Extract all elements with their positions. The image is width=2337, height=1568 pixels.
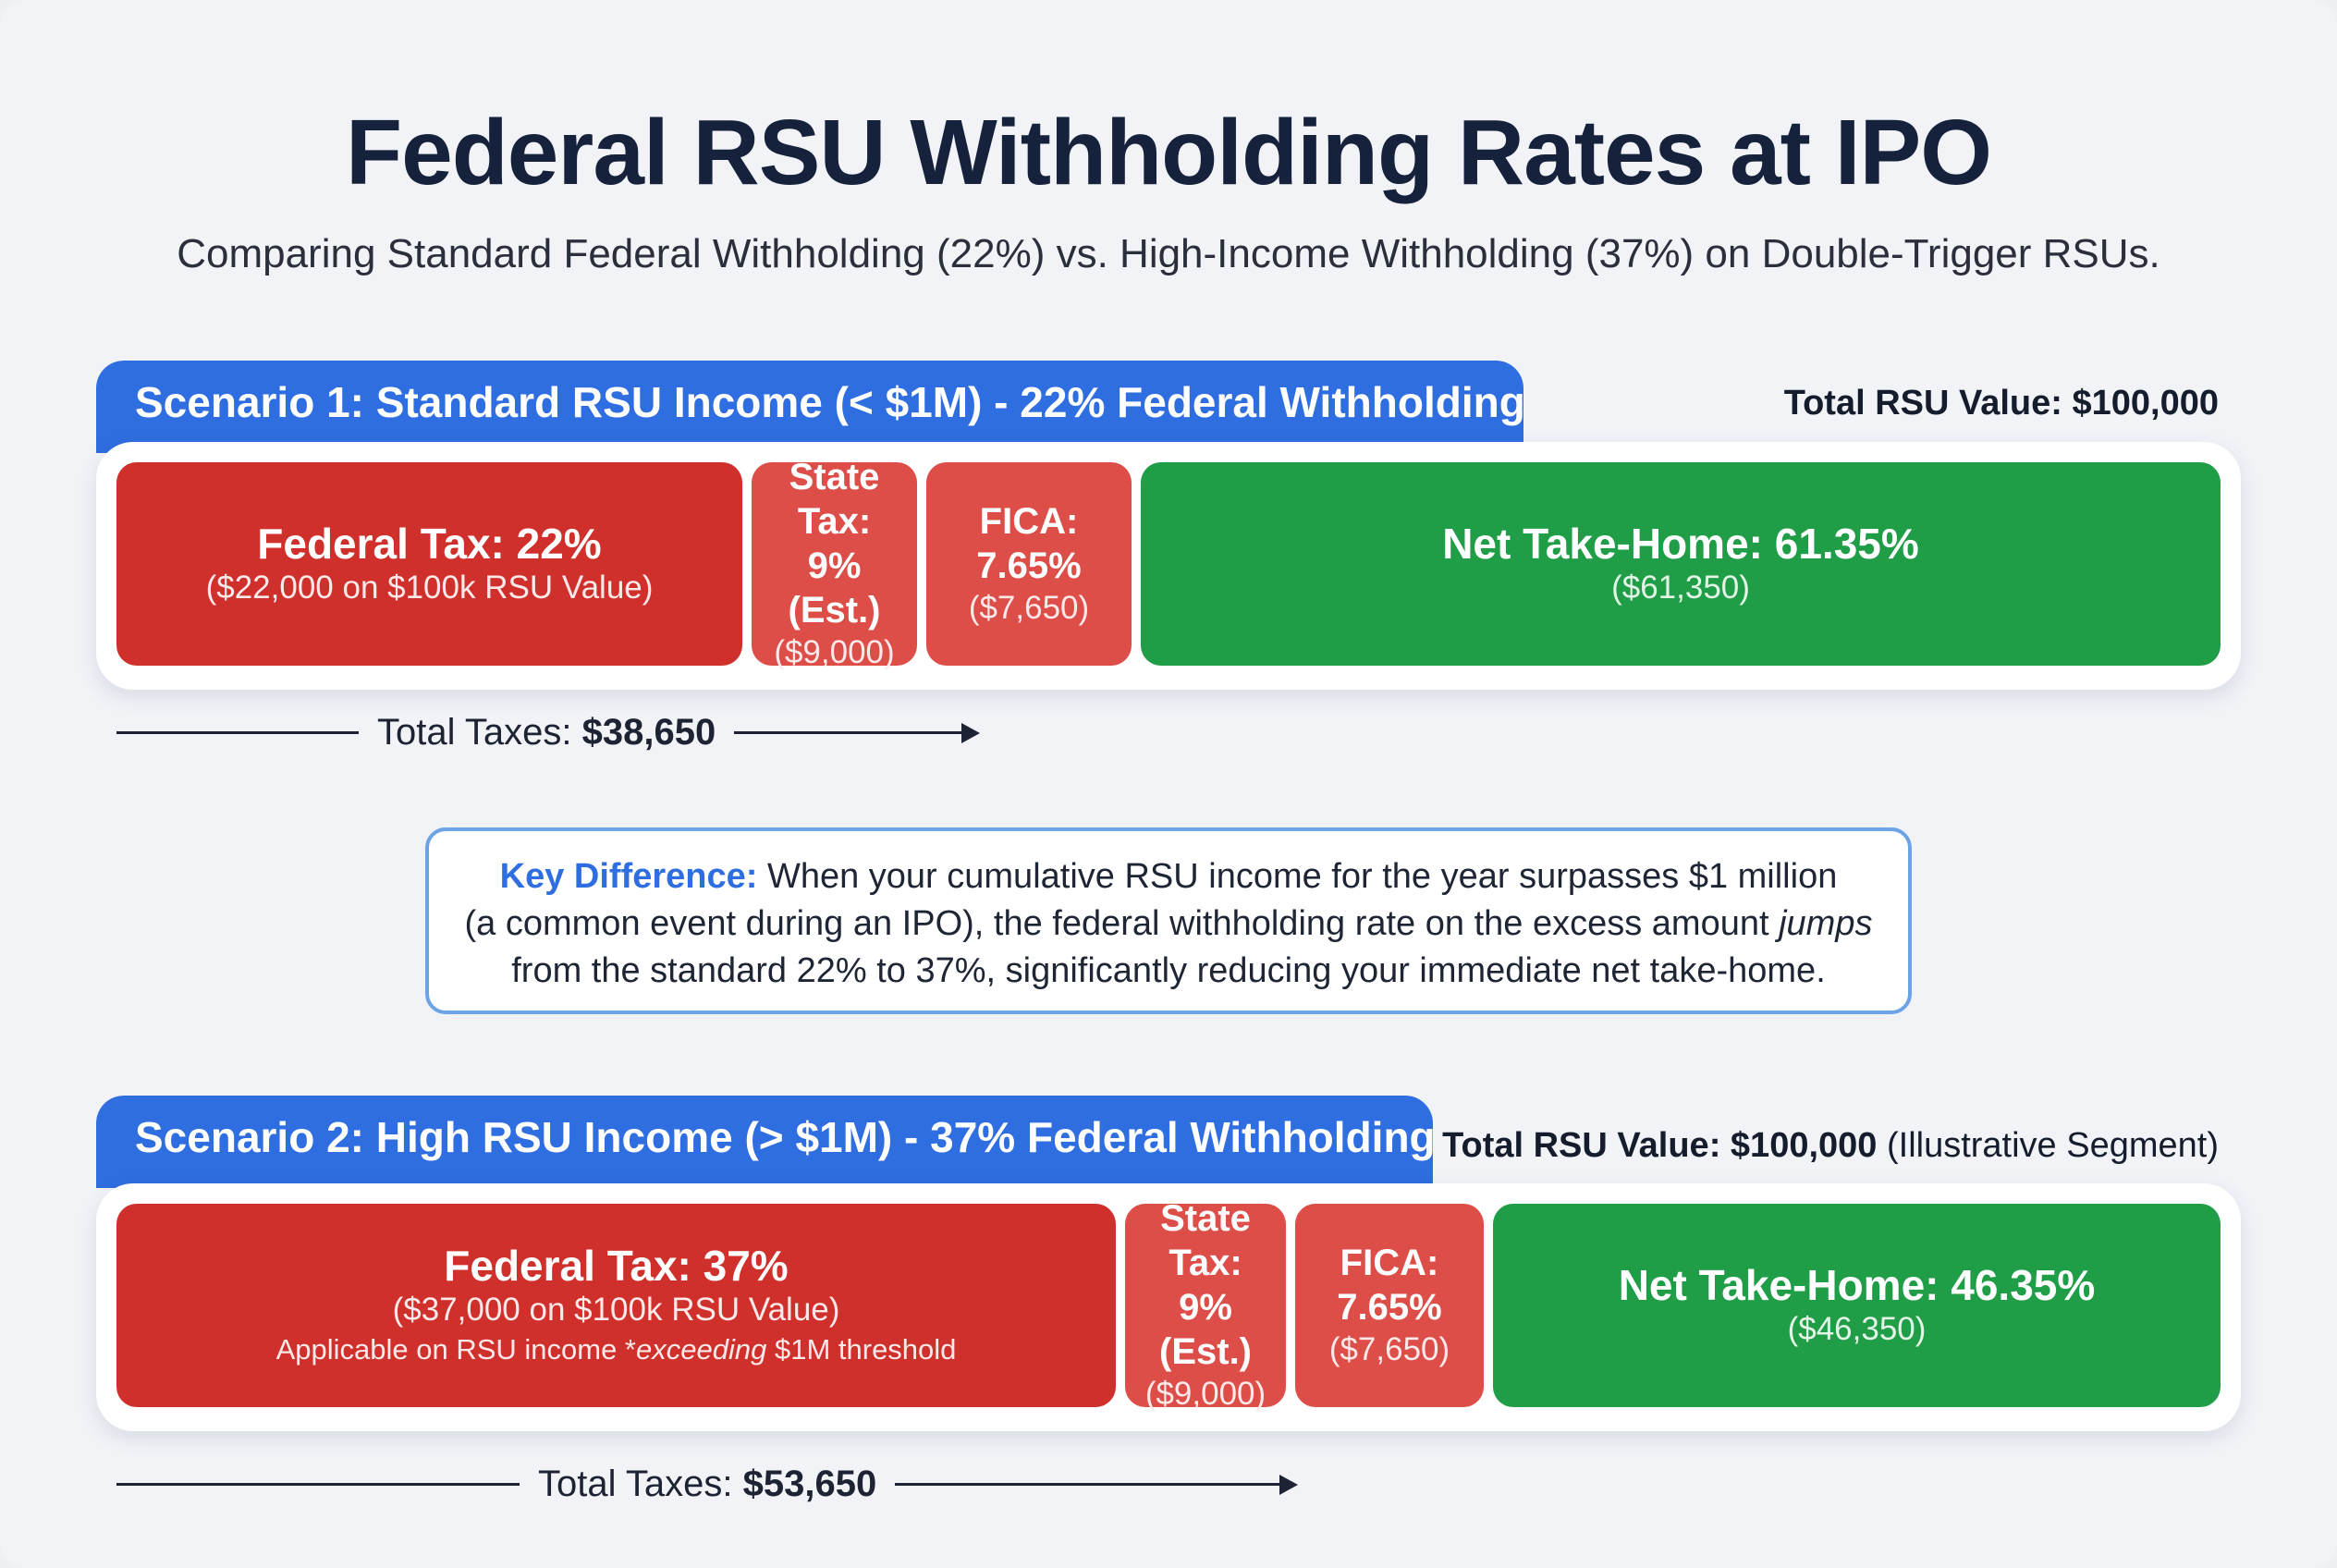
key-difference-line-2: (a common event during an IPO), the fede… <box>429 900 1908 948</box>
total-taxes-value: $38,650 <box>581 712 716 753</box>
total-taxes-label: Total Taxes: <box>377 712 572 753</box>
page-subtitle: Comparing Standard Federal Withholding (… <box>177 231 2160 276</box>
segment-label: Net Take-Home: 46.35% <box>1618 1261 2096 1309</box>
key-difference-line-1: Key Difference: When your cumulative RSU… <box>429 853 1908 900</box>
total-value-note: (Illustrative Segment) <box>1886 1126 2219 1165</box>
segment-label-rate: 9% (Est.) <box>1159 1287 1252 1372</box>
scenario-1-bar: Federal Tax: 22% ($22,000 on $100k RSU V… <box>96 442 2241 690</box>
total-taxes-text: Total Taxes: $38,650 <box>359 712 734 753</box>
segment-label: Federal Tax: 22% <box>257 520 602 568</box>
key-difference-line-3: from the standard 22% to 37%, significan… <box>429 948 1908 995</box>
bar-segment-state-tax: State Tax: 9% (Est.) ($9,000) <box>752 457 917 670</box>
segment-amount: ($7,650) <box>1328 1331 1450 1367</box>
bar-segment-fica: FICA: 7.65% ($7,650) <box>926 462 1132 666</box>
segment-label: State Tax: <box>1160 1198 1251 1283</box>
segment-note: Applicable on RSU income *exceeding $1M … <box>276 1330 957 1369</box>
scenario-1-header: Scenario 1: Standard RSU Income (< $1M) … <box>96 361 1525 453</box>
scenario-2-total-value: Total RSU Value: $100,000 (Illustrative … <box>1442 1126 2219 1166</box>
segment-note-emphasis: exceeding <box>636 1333 767 1366</box>
bar-segment-state-tax: State Tax: 9% (Est.) ($9,000) <box>1125 1198 1286 1412</box>
key-difference-text: (a common event during an IPO), the fede… <box>464 904 1769 943</box>
total-taxes-value: $53,650 <box>742 1464 877 1504</box>
segment-label-rate: 9% (Est.) <box>788 545 881 631</box>
total-value-amount: $100,000 <box>2072 384 2220 423</box>
total-taxes-text: Total Taxes: $53,650 <box>520 1464 895 1505</box>
key-difference-text: from the standard 22% to 37%, significan… <box>511 951 1826 990</box>
total-taxes-line <box>116 731 359 734</box>
segment-note-prefix: Applicable on RSU income * <box>275 1333 637 1366</box>
scenario-2-header: Scenario 2: High RSU Income (> $1M) - 37… <box>96 1096 1436 1188</box>
segment-amount: ($22,000 on $100k RSU Value) <box>205 570 654 606</box>
total-value-label: Total RSU Value: <box>1442 1126 1721 1165</box>
bar-segment-federal-tax: Federal Tax: 37% ($37,000 on $100k RSU V… <box>116 1204 1116 1407</box>
segment-note-suffix: $1M threshold <box>766 1333 957 1366</box>
segment-amount: ($7,650) <box>968 590 1090 626</box>
segment-label: Net Take-Home: 61.35% <box>1442 520 1919 568</box>
bar-segment-fica: FICA: 7.65% ($7,650) <box>1295 1204 1484 1407</box>
scenario-2-bar: Federal Tax: 37% ($37,000 on $100k RSU V… <box>96 1183 2241 1431</box>
key-difference-emphasis: jumps <box>1779 904 1873 943</box>
total-value-amount: $100,000 <box>1730 1126 1878 1165</box>
arrow-right-icon <box>1279 1474 1299 1495</box>
segment-label: FICA: <box>979 501 1079 542</box>
segment-label: FICA: <box>1340 1243 1439 1283</box>
bar-segment-net-take-home: Net Take-Home: 46.35% ($46,350) <box>1493 1204 2221 1407</box>
total-value-label: Total RSU Value: <box>1783 384 2062 423</box>
segment-amount: ($9,000) <box>1144 1376 1266 1412</box>
total-taxes-label: Total Taxes: <box>538 1464 733 1504</box>
bar-segment-net-take-home: Net Take-Home: 61.35% ($61,350) <box>1141 462 2221 666</box>
segment-amount: ($61,350) <box>1611 570 1750 606</box>
segment-label: State Tax: <box>789 457 880 542</box>
page-title: Federal RSU Withholding Rates at IPO <box>346 101 1992 204</box>
key-difference-box: Key Difference: When your cumulative RSU… <box>425 827 1912 1014</box>
scenario-2-total-taxes: Total Taxes: $53,650 <box>116 1464 1299 1505</box>
bar-segment-federal-tax: Federal Tax: 22% ($22,000 on $100k RSU V… <box>116 462 742 666</box>
total-taxes-line <box>734 731 966 734</box>
scenario-1-total-taxes: Total Taxes: $38,650 <box>116 712 981 753</box>
segment-label-rate: 7.65% <box>1337 1287 1442 1328</box>
segment-amount: ($46,350) <box>1787 1311 1927 1347</box>
total-taxes-line <box>895 1483 1284 1486</box>
segment-amount: ($9,000) <box>774 634 895 670</box>
key-difference-label: Key Difference: <box>499 857 758 896</box>
key-difference-text: When your cumulative RSU income for the … <box>766 857 1838 896</box>
scenario-1-total-value: Total RSU Value: $100,000 <box>1784 384 2219 423</box>
segment-label-rate: 7.65% <box>976 545 1082 586</box>
arrow-right-icon <box>961 722 981 743</box>
segment-label: Federal Tax: 37% <box>444 1242 789 1290</box>
total-taxes-line <box>116 1483 520 1486</box>
segment-amount: ($37,000 on $100k RSU Value) <box>392 1292 840 1328</box>
